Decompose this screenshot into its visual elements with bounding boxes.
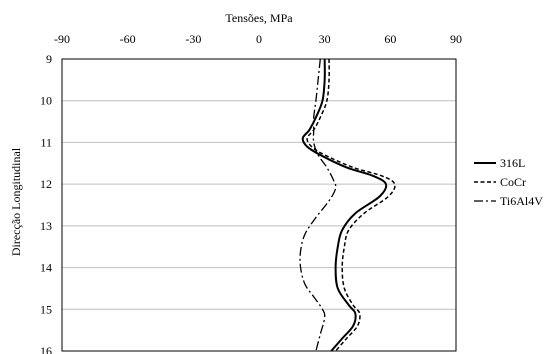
y-axis-title: Direcção Longitudinal xyxy=(9,147,23,256)
x-tick-labels: -90 -60 -30 0 30 60 90 xyxy=(54,32,462,46)
legend-label-cocr: CoCr xyxy=(500,175,526,189)
plot-area-border xyxy=(61,58,457,352)
y-tick-label: 14 xyxy=(40,261,52,275)
x-tick-label: -30 xyxy=(185,32,201,46)
x-axis-title: Tensões, MPa xyxy=(225,11,293,25)
y-tick-label: 16 xyxy=(40,344,52,354)
y-tick-labels: 9 10 11 12 13 14 15 16 xyxy=(40,52,52,354)
x-tick-label: 30 xyxy=(319,32,331,46)
x-tick-label: 60 xyxy=(384,32,396,46)
y-tick-label: 10 xyxy=(40,94,52,108)
x-tick-label: -60 xyxy=(120,32,136,46)
series-line-cocr xyxy=(306,58,396,352)
x-tick-label: 90 xyxy=(450,32,462,46)
legend-label-ti6al4v: Ti6Al4V xyxy=(500,194,543,208)
series-lines xyxy=(299,58,396,352)
series-line-ti6al4v xyxy=(299,58,337,352)
x-tick-label: -90 xyxy=(54,32,70,46)
gridlines xyxy=(62,58,456,352)
legend-label-316l: 316L xyxy=(500,156,525,170)
x-tick-label: 0 xyxy=(256,32,262,46)
series-line-316l xyxy=(301,58,388,352)
y-tick-label: 12 xyxy=(40,177,52,191)
y-tick-label: 15 xyxy=(40,302,52,316)
y-tick-label: 13 xyxy=(40,219,52,233)
legend: 316L CoCr Ti6Al4V xyxy=(474,156,543,208)
y-tick-label: 11 xyxy=(40,135,52,149)
y-tick-label: 9 xyxy=(46,52,52,66)
